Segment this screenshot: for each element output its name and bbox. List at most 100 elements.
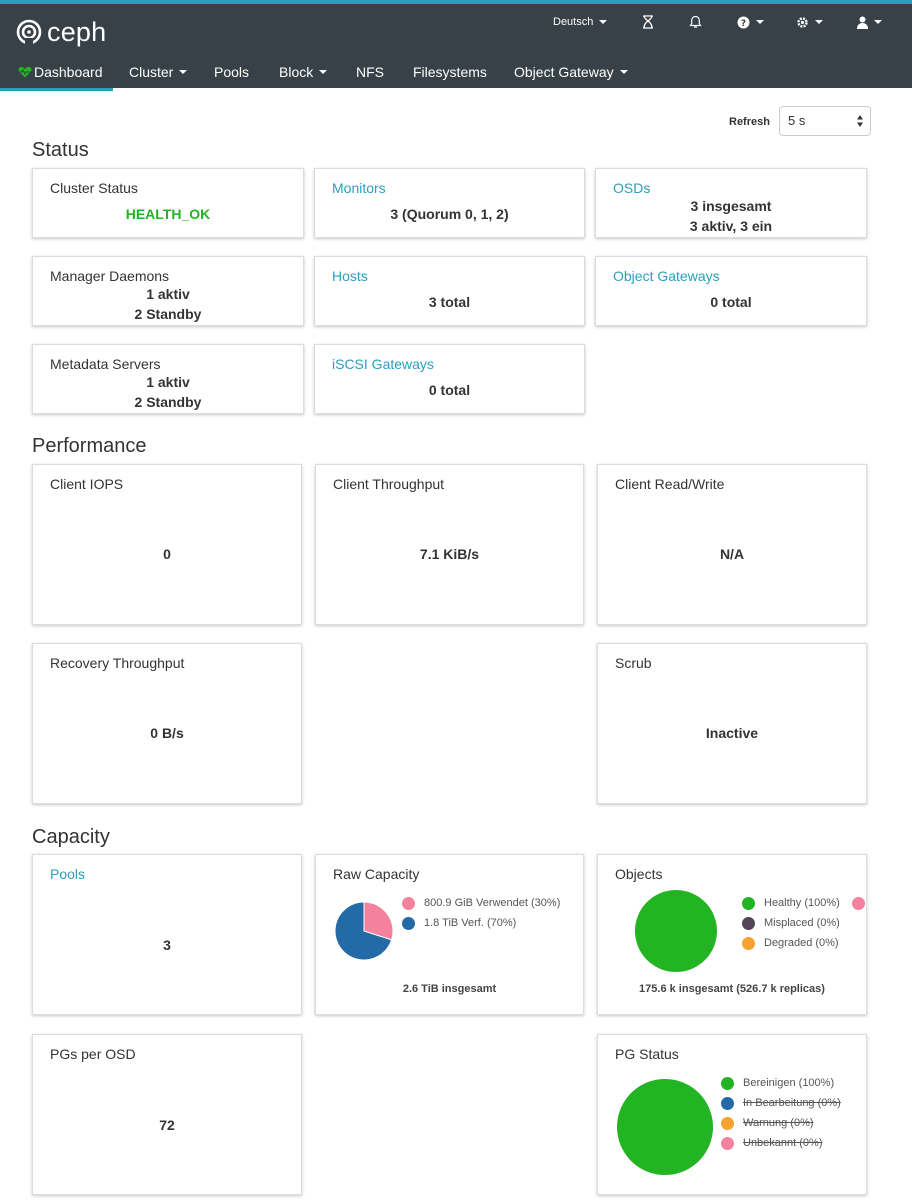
card-hosts: Hosts 3 total (314, 256, 585, 326)
legend-dot (742, 916, 755, 930)
legend-label: Warnung (0%) (743, 1117, 814, 1129)
nav-cluster[interactable]: Cluster (129, 54, 188, 90)
card-title: PG Status (615, 1046, 679, 1062)
card-manager-daemons: Manager Daemons 1 aktiv 2 Standby (32, 256, 304, 326)
card-pgs-per-osd: PGs per OSD 72 (32, 1034, 302, 1195)
nav-pools-label: Pools (214, 64, 250, 80)
help-icon: ? (737, 16, 750, 29)
legend-label: Degraded (0%) (764, 937, 839, 949)
refresh-label: Refresh (729, 116, 770, 128)
legend-item[interactable]: Degraded (0%) (742, 933, 866, 953)
language-label: Deutsch (553, 16, 594, 28)
help-menu[interactable]: ? (737, 8, 764, 36)
hosts-link[interactable]: Hosts (332, 268, 368, 284)
nav-cluster-label: Cluster (129, 64, 174, 80)
card-title: Recovery Throughput (50, 655, 185, 671)
task-manager-button[interactable] (642, 8, 654, 36)
card-title: Objects (615, 866, 663, 882)
language-selector[interactable]: Deutsch (553, 8, 608, 36)
card-iscsi-gateways: iSCSI Gateways 0 total (314, 344, 585, 414)
user-menu[interactable] (857, 8, 882, 36)
chevron-down-icon (874, 20, 882, 24)
legend-item[interactable]: Misplaced (0%) (742, 913, 866, 933)
manager-active: 1 aktiv (146, 286, 190, 302)
metadata-active: 1 aktiv (146, 374, 190, 390)
card-title: Cluster Status (50, 180, 138, 196)
monitors-link[interactable]: Monitors (332, 180, 386, 196)
user-icon (857, 16, 868, 29)
legend-label: 1.8 TiB Verf. (70%) (424, 917, 517, 929)
pie-slice-used (363, 901, 394, 941)
chevron-down-icon (815, 20, 823, 24)
card-client-read-write: Client Read/Write N/A (597, 464, 867, 625)
legend-item[interactable]: Bereinigen (100%) (721, 1073, 841, 1093)
pgs-per-osd-value: 72 (159, 1117, 175, 1133)
card-title: Raw Capacity (333, 866, 420, 882)
legend-item[interactable]: In Bearbeitung (0%) (721, 1093, 841, 1113)
objects-total: 175.6 k insgesamt (526.7 k replicas) (639, 983, 825, 995)
nav-object-gateway-label: Object Gateway (514, 64, 614, 80)
card-osds: OSDs 3 insgesamt 3 aktiv, 3 ein (595, 168, 867, 238)
nav-filesystems[interactable]: Filesystems (413, 54, 487, 90)
pie-slice-available (334, 901, 393, 961)
refresh-interval-select[interactable]: 5 s (779, 106, 871, 136)
recovery-throughput-value: 0 B/s (150, 725, 184, 741)
legend-dot (402, 916, 415, 930)
nav-block[interactable]: Block (279, 54, 328, 90)
nav-object-gateway[interactable]: Object Gateway (514, 54, 628, 90)
legend-dot (721, 1076, 734, 1090)
card-pg-status: PG Status Bereinigen (100%) In Bearbeitu… (597, 1034, 867, 1195)
chevron-down-icon (619, 70, 628, 75)
nav-dashboard[interactable]: Dashboard (18, 54, 103, 90)
section-title-performance: Performance (32, 435, 147, 457)
ceph-logo[interactable]: ceph (16, 16, 106, 48)
legend-dot-overflow (851, 896, 865, 910)
client-throughput-value: 7.1 KiB/s (419, 546, 480, 562)
card-cluster-status: Cluster Status HEALTH_OK (32, 168, 304, 238)
legend-dot (742, 936, 755, 950)
legend-item[interactable]: Healthy (100%) (742, 893, 866, 913)
legend-dot (721, 1136, 734, 1150)
settings-menu[interactable] (796, 8, 823, 36)
pie-slice-clean (616, 1079, 713, 1175)
legend-item[interactable]: Warnung (0%) (721, 1113, 841, 1133)
chevron-down-icon (756, 20, 764, 24)
section-title-status: Status (32, 139, 89, 161)
card-title: Scrub (615, 655, 652, 671)
nav-active-indicator (0, 88, 113, 91)
osds-total: 3 insgesamt (690, 198, 772, 214)
legend-item[interactable]: 1.8 TiB Verf. (70%) (402, 913, 560, 933)
object-gateways-value: 0 total (710, 294, 752, 310)
nav-nfs[interactable]: NFS (356, 54, 384, 90)
object-gateways-link[interactable]: Object Gateways (613, 268, 720, 284)
card-objects: Objects Healthy (100%) Misplaced (0%) De… (597, 854, 867, 1015)
nav-block-label: Block (279, 64, 314, 80)
legend-item[interactable]: Unbekannt (0%) (721, 1133, 841, 1153)
objects-pie-chart (634, 890, 717, 972)
iscsi-gateways-link[interactable]: iSCSI Gateways (332, 356, 434, 372)
client-iops-value: 0 (163, 546, 171, 562)
legend-dot (402, 896, 415, 910)
pools-link[interactable]: Pools (50, 866, 86, 882)
card-title: Client IOPS (50, 476, 124, 492)
nav-nfs-label: NFS (356, 64, 384, 80)
legend-label: 800.9 GiB Verwendet (30%) (424, 897, 561, 909)
card-scrub: Scrub Inactive (597, 643, 867, 804)
brand-name: ceph (47, 17, 107, 47)
chevron-down-icon (319, 70, 328, 75)
card-client-throughput: Client Throughput 7.1 KiB/s (315, 464, 584, 625)
osds-link[interactable]: OSDs (613, 180, 651, 196)
card-title: Client Read/Write (615, 476, 725, 492)
legend-label: In Bearbeitung (0%) (743, 1097, 841, 1109)
notifications-button[interactable] (689, 8, 702, 36)
metadata-standby: 2 Standby (134, 394, 202, 410)
card-title: Manager Daemons (50, 268, 170, 284)
pie-slice-healthy (634, 890, 717, 972)
hourglass-icon (643, 15, 653, 29)
nav-pools[interactable]: Pools (214, 54, 249, 90)
nav-dashboard-label: Dashboard (34, 64, 103, 80)
legend-item[interactable]: 800.9 GiB Verwendet (30%) (402, 893, 560, 913)
card-metadata-servers: Metadata Servers 1 aktiv 2 Standby (32, 344, 304, 414)
section-title-capacity: Capacity (32, 826, 110, 848)
card-raw-capacity: Raw Capacity 800.9 GiB Verwendet (30%) 1… (315, 854, 584, 1015)
